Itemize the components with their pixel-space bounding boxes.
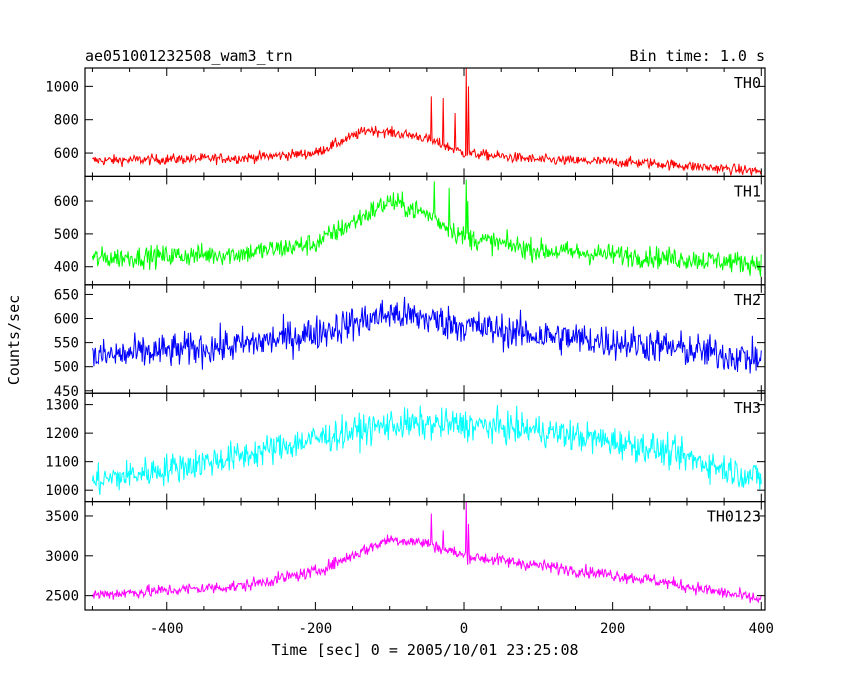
- chart-title: ae051001232508_wam3_trn: [85, 47, 293, 65]
- y-tick-label: 600: [54, 312, 79, 328]
- series-line-th1: [91, 179, 762, 277]
- panel-th2: 450 500 550 600 650 TH2: [54, 284, 766, 400]
- y-tick-label: 2500: [45, 589, 79, 605]
- y-tick-label: 3000: [45, 549, 79, 565]
- x-tick-label: 200: [600, 621, 625, 637]
- y-tick-label: 650: [54, 287, 79, 303]
- series-line-th0123: [91, 501, 762, 604]
- series-line-th0: [92, 68, 762, 177]
- panel-frame: [84, 67, 766, 178]
- y-tick-label: 500: [54, 360, 79, 376]
- panel-th0: 600 800 1000 TH0: [45, 67, 766, 178]
- y-tick-label: 3500: [45, 509, 79, 525]
- panel-th1: 400 500 600 TH1: [54, 175, 766, 286]
- panels-layer: 600 800 1000 TH0 400 500 600 TH1 450 500 550 600 650…: [45, 67, 774, 637]
- y-tick-label: 400: [54, 260, 79, 276]
- x-axis-label: Time [sec] 0 = 2005/10/01 23:25:08: [271, 641, 578, 659]
- y-tick-label: 600: [54, 194, 79, 210]
- x-tick-label: 400: [749, 621, 774, 637]
- panel-th0123: 2500 3000 3500 TH0123: [45, 501, 766, 611]
- y-tick-label: 500: [54, 227, 79, 243]
- panel-name-label: TH0123: [707, 508, 761, 526]
- y-tick-label: 1200: [45, 426, 79, 442]
- y-tick-label: 1000: [45, 483, 79, 499]
- x-tick-label: 0: [460, 621, 468, 637]
- x-tick-label: -200: [299, 621, 333, 637]
- panel-name-label: TH3: [734, 399, 761, 417]
- panel-name-label: TH2: [734, 291, 761, 309]
- panel-frame: [84, 501, 766, 611]
- y-tick-label: 1000: [45, 79, 79, 95]
- panel-name-label: TH1: [734, 182, 761, 200]
- panel-name-label: TH0: [734, 74, 761, 92]
- bin-time-label: Bin time: 1.0 s: [630, 47, 765, 65]
- series-line-th2: [91, 296, 762, 374]
- series-line-th3: [91, 405, 762, 496]
- panel-frame: [84, 175, 766, 286]
- y-tick-label: 600: [54, 146, 79, 162]
- x-tick-label: -400: [150, 621, 184, 637]
- y-tick-label: 1300: [45, 398, 79, 414]
- panel-th3: 1000 1100 1200 1300 TH3: [45, 392, 766, 503]
- y-axis-label: Counts/sec: [5, 295, 23, 385]
- y-tick-label: 800: [54, 113, 79, 129]
- y-tick-label: 1100: [45, 455, 79, 471]
- y-tick-label: 550: [54, 336, 79, 352]
- y-tick-label: 450: [54, 384, 79, 400]
